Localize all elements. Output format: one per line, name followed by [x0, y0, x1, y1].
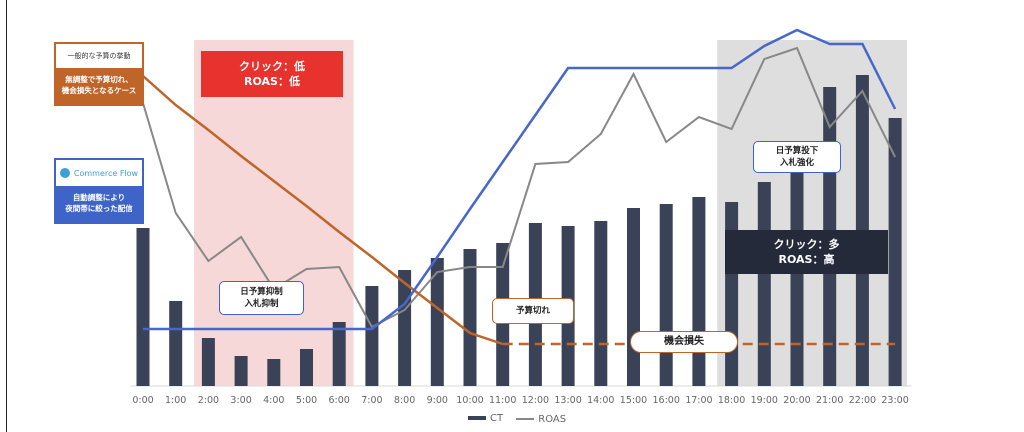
x-tick-label: 19:00 — [751, 395, 778, 406]
x-tick-label: 18:00 — [718, 395, 745, 406]
low-zone-label: クリック：低 ROAS：低 — [201, 51, 343, 97]
legend-roas: ROAS — [516, 414, 566, 425]
budget-suppress-bubble: 日予算抑制 入札抑制 — [219, 281, 304, 315]
x-tick-label: 12:00 — [522, 395, 549, 406]
ct-bar — [790, 172, 804, 386]
x-tick-label: 7:00 — [361, 395, 382, 406]
x-tick-label: 4:00 — [263, 395, 284, 406]
high-zone-label: クリック：多 ROAS：高 — [725, 230, 888, 274]
manual-budget-tag-line2: 機会損失となるケース — [61, 86, 137, 95]
manual-budget-tag-title: 一般的な予算の挙動 — [56, 44, 142, 68]
high-zone-click: クリック：多 — [773, 238, 840, 251]
ct-bar — [627, 208, 640, 386]
ct-bar — [201, 338, 215, 386]
commerce-flow-logo-icon — [59, 168, 70, 178]
x-tick-label: 2:00 — [198, 395, 219, 406]
x-tick-label: 11:00 — [489, 395, 516, 406]
budget-suppress-line1: 日予算抑制 — [240, 287, 283, 297]
x-tick-label: 3:00 — [230, 395, 251, 406]
legend-ct-swatch — [468, 416, 486, 420]
left-border — [6, 0, 7, 432]
budget-suppress-line2: 入札抑制 — [244, 299, 279, 309]
x-tick-label: 6:00 — [329, 395, 350, 406]
commerce-flow-logo-text: Commerce Flow — [73, 168, 139, 178]
ct-bar — [332, 322, 346, 386]
manual-budget-tag-line1: 無調整で予算切れ、 — [65, 75, 133, 84]
x-tick-label: 8:00 — [394, 395, 415, 406]
budget-boost-line1: 日予算投下 — [775, 146, 819, 156]
ct-bar — [267, 359, 281, 386]
ct-bar — [757, 182, 771, 386]
x-tick-label: 0:00 — [132, 395, 153, 406]
commerce-flow-logo: Commerce Flow — [56, 160, 142, 186]
commerce-flow-tag-line2: 夜間帯に絞った配信 — [65, 204, 133, 213]
roas-line — [142, 46, 896, 329]
ct-bar — [136, 228, 150, 386]
manual-budget-tag: 一般的な予算の挙動 無調整で予算切れ、 機会損失となるケース — [54, 42, 144, 106]
x-tick-label: 1:00 — [165, 395, 186, 406]
x-tick-label: 20:00 — [783, 395, 810, 406]
legend-ct: CT — [468, 413, 503, 424]
ct-bar — [300, 349, 313, 386]
low-zone-click: クリック：低 — [239, 60, 305, 73]
commerce-flow-tag-desc: 自動調整により 夜間帯に絞った配信 — [56, 186, 142, 214]
ct-bar — [888, 118, 902, 386]
ct-bar — [430, 258, 444, 386]
budget-boost-bubble: 日予算投下 入札強化 — [753, 141, 841, 173]
ct-bar — [659, 204, 673, 386]
x-tick-label: 10:00 — [456, 395, 483, 406]
x-tick-label: 16:00 — [653, 395, 680, 406]
ct-bar — [692, 197, 706, 386]
x-tick-label: 23:00 — [881, 395, 908, 406]
ct-bar — [169, 301, 183, 386]
x-tick-label: 9:00 — [427, 395, 448, 406]
budget-boost-line2: 入札強化 — [779, 158, 814, 168]
x-tick-label: 21:00 — [816, 395, 843, 406]
ct-bar — [463, 249, 477, 386]
low-zone-roas: ROAS：低 — [244, 75, 300, 88]
auto-budget-line — [143, 28, 897, 331]
commerce-flow-tag-line1: 自動調整により — [72, 193, 126, 202]
budget-cut-bubble: 予算切れ — [492, 298, 574, 324]
legend-roas-swatch — [516, 418, 535, 420]
commerce-flow-tag: Commerce Flow 自動調整により 夜間帯に絞った配信 — [54, 158, 144, 224]
manual-budget-tag-desc: 無調整で予算切れ、 機会損失となるケース — [56, 68, 142, 96]
legend-roas-label: ROAS — [538, 413, 567, 425]
ct-bar — [365, 286, 379, 386]
high-zone-roas: ROAS：高 — [778, 253, 835, 266]
x-tick-label: 14:00 — [587, 395, 614, 406]
x-tick-label: 22:00 — [849, 395, 876, 406]
chart-legend: CT ROAS — [468, 412, 576, 425]
opportunity-loss-pill: 機会損失 — [630, 331, 738, 353]
x-tick-label: 15:00 — [620, 395, 647, 406]
ct-bar — [594, 221, 608, 386]
x-tick-label: 5:00 — [296, 395, 317, 406]
ct-bar — [234, 356, 248, 386]
x-tick-label: 17:00 — [685, 395, 712, 406]
legend-ct-label: CT — [490, 412, 504, 424]
high-performance-zone — [717, 40, 907, 386]
manual-budget-line — [142, 75, 504, 346]
x-tick-label: 13:00 — [554, 395, 581, 406]
